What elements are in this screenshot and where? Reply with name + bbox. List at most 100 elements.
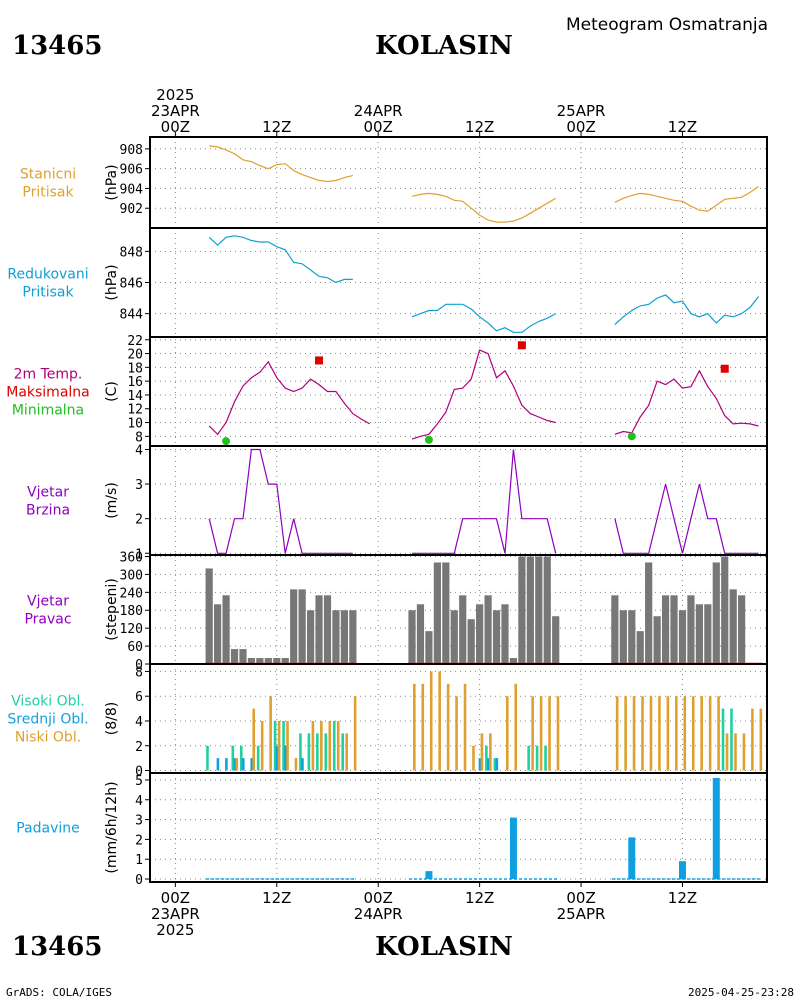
low-cloud-bar (252, 708, 256, 771)
top-time-label: 25APR (557, 102, 606, 120)
low-cloud-bar (675, 696, 678, 771)
high-cloud-bar (721, 708, 725, 771)
wind-dir-bar (687, 595, 695, 664)
y-tick-label: 2 (135, 740, 143, 755)
y-tick-label: 6 (135, 690, 143, 705)
low-cloud-bar (311, 720, 315, 771)
low-cloud-bar (649, 696, 653, 771)
high-cloud-bar (527, 745, 530, 771)
wind-dir-bar (467, 619, 475, 664)
series-label: Pritisak (22, 185, 74, 201)
wind-dir-bar (442, 562, 450, 664)
wind-dir-bar (712, 562, 720, 664)
wind-dir-bar (256, 658, 264, 664)
low-cloud-bar (734, 733, 737, 771)
wind-dir-bar (501, 604, 509, 664)
precip-bar (425, 871, 433, 880)
y-tick-label: 14 (127, 389, 143, 404)
wind-dir-bar (459, 595, 467, 664)
wind-dir-bar (653, 616, 661, 664)
low-cloud-bar (260, 720, 264, 771)
wind-dir-bar (611, 595, 619, 664)
y-tick-label: 2 (135, 513, 143, 528)
wind-dir-bar (526, 556, 534, 664)
top-time-label: 12Z (262, 118, 291, 136)
y-tick-label: 60 (127, 640, 143, 655)
wind-dir-bar (298, 589, 306, 664)
low-cloud-bar (548, 696, 551, 771)
low-cloud-bar (717, 696, 720, 771)
wind-dir-bar (476, 604, 484, 664)
mid-cloud-bar (487, 758, 490, 771)
reduced_pressure-line (614, 294, 759, 325)
top-time-label: 12Z (668, 118, 697, 136)
wind-dir-bar (543, 556, 551, 664)
panel-clouds: 0 2 4 6 8 (8/8) Visoki Obl. Srednji Obl. Niski O… (7, 663, 768, 780)
high-cloud-bar (256, 745, 260, 771)
reduced_pressure-line (411, 303, 556, 333)
wind-dir-bar (408, 610, 416, 664)
bottom-time-label: 12Z (465, 889, 494, 907)
precip-bar (678, 861, 686, 880)
low-cloud-bar (235, 758, 239, 771)
high-cloud-bar (316, 733, 319, 771)
header-station-name: KOLASIN (375, 31, 513, 61)
y-tick-label: 1 (135, 853, 143, 868)
low-cloud-bar (708, 696, 712, 771)
low-cloud-bar (438, 671, 441, 771)
wind-dir-bar (239, 649, 247, 664)
mid-cloud-bar (225, 758, 228, 771)
y-axis-unit: (hPa) (104, 264, 120, 300)
low-cloud-bar (632, 696, 636, 771)
bottom-time-label: 00Z (566, 889, 595, 907)
y-tick-label: 360 (120, 550, 143, 565)
top-time-label: 24APR (354, 102, 403, 120)
mid-cloud-bar (478, 758, 482, 771)
wind-dir-bar (729, 589, 737, 664)
panel-frame (149, 336, 768, 447)
precip-bar (628, 837, 636, 880)
high-cloud-bar (282, 720, 285, 771)
y-tick-label: 0 (135, 765, 143, 780)
wind-dir-bar (509, 658, 518, 664)
high-cloud-bar (730, 708, 733, 771)
panel-precipitation: 0 1 2 3 4 5 (mm/6h/12h) Padavine (16, 772, 768, 888)
y-axis-unit: (8/8) (104, 702, 120, 735)
wind-dir-bar (230, 649, 239, 664)
wind-dir-bar (518, 556, 526, 664)
footer-station-name: KOLASIN (375, 932, 513, 962)
footer-station-id: 13465 (12, 932, 102, 962)
low-cloud-bar (700, 696, 703, 771)
y-tick-label: 4 (135, 794, 143, 809)
temperature-line (614, 369, 759, 435)
low-cloud-bar (489, 733, 492, 771)
top-time-label: 23APR (151, 102, 200, 120)
y-tick-label: 180 (120, 604, 143, 619)
wind-dir-bar (484, 595, 492, 664)
series-label: 2m Temp. (14, 367, 83, 383)
low-cloud-bar (691, 696, 695, 771)
wind-dir-bar (704, 604, 712, 664)
wind_speed-line (208, 448, 353, 554)
y-tick-label: 12 (127, 403, 143, 418)
low-cloud-bar (615, 696, 619, 771)
y-tick-label: 3 (135, 814, 143, 829)
low-cloud-bar (472, 745, 475, 771)
temperature-line (411, 349, 556, 440)
panel-frame (149, 227, 768, 338)
low-cloud-bar (353, 696, 357, 771)
wind-dir-bar (306, 610, 315, 664)
wind-dir-bar (645, 562, 653, 664)
wind-dir-bar (636, 631, 644, 664)
low-cloud-bar (328, 720, 332, 771)
y-axis-unit: (hPa) (104, 164, 120, 200)
wind-dir-bar (721, 556, 729, 664)
wind-dir-bar (222, 595, 230, 664)
low-cloud-bar (463, 683, 467, 771)
y-axis-unit: (C) (104, 381, 120, 402)
wind-dir-bar (492, 610, 501, 664)
panel-wind_speed: 1 2 3 4 (m/s) Vjetar Brzina (26, 443, 768, 562)
tmax-marker (720, 364, 729, 373)
panel-station_pressure: 902 904 906 908(hPa) Stanicni Pritisak (20, 136, 768, 229)
wind-dir-bar (273, 658, 281, 664)
